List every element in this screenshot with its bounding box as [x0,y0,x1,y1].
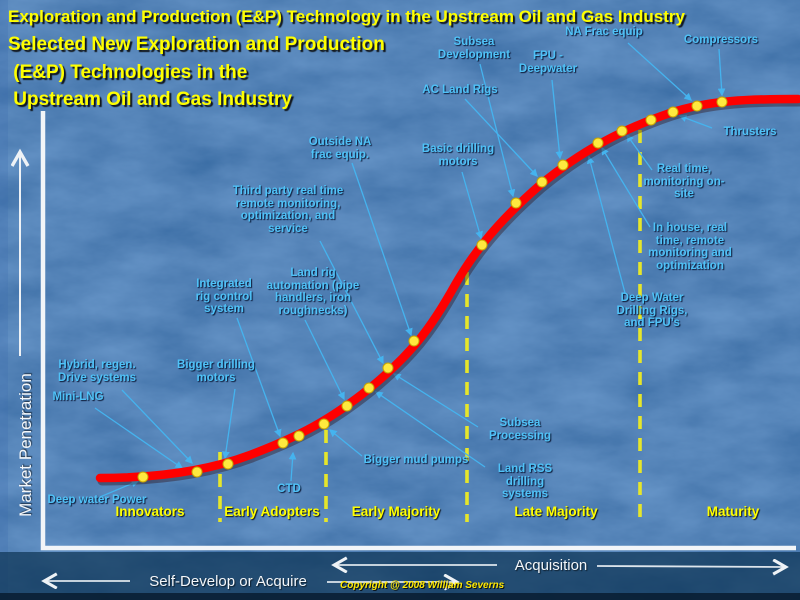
slide-subtitle: Selected New Exploration and Production … [8,34,385,110]
curve-point [222,458,234,470]
stage-maturity: Maturity [706,504,760,519]
curve-point [191,466,203,478]
curve-point [645,114,657,126]
stage-early-majority: Early Majority [351,504,441,519]
curve-point [716,96,728,108]
annotation-arrows [94,42,726,498]
annotation-bigger-mud-pumps: Bigger mud pumps [363,454,469,466]
copyright-notice: Copyright @ 2008 William Severns [340,580,505,591]
curve-markers [137,96,728,483]
annotation-ctd: CTD [277,483,301,495]
annotation-land-rss-drilling: Land RSS drilling systems [497,463,553,501]
acquisition-right-arrow [596,566,784,567]
curve-point [341,400,353,412]
annotation-na-frac-equip: NA Frac equip [565,26,643,38]
annotation-third-party-monitoring: Third party real time remote monitoring,… [232,185,344,235]
stage-innovators: Innovators [115,504,185,519]
curve-point [293,430,305,442]
annotation-real-time-monitoring-onsite: Real time, monitoring on- site [643,163,725,201]
annotation-bigger-drilling-motors: Bigger drilling motors [177,359,255,384]
curve-point [476,239,488,251]
curve-point [382,362,394,374]
slide-title: Exploration and Production (E&P) Technol… [8,7,685,26]
annotation-thrusters: Thrusters [723,126,777,138]
curve-point [557,159,569,171]
curve-point [536,176,548,188]
curve-point [137,471,149,483]
annotation-basic-drilling-motors: Basic drilling motors [421,143,495,168]
curve-point [616,125,628,137]
annotation-subsea-development: Subsea Development [437,36,511,61]
annotation-mini-lng: Mini-LNG [52,391,104,403]
annotation-deep-water-drilling-rigs: Deep Water Drilling Rigs, and FPU’s [616,292,688,330]
annotation-in-house-monitoring: In house, real time, remote monitoring a… [648,222,732,272]
curve-point [408,335,420,347]
curve-point [667,106,679,118]
curve-point [691,100,703,112]
self-develop-or-acquire-label: Self-Develop or Acquire [149,573,307,590]
annotation-fpu-deepwater: FPU - Deepwater [518,50,578,75]
curve-point [363,382,375,394]
stage-early-adopters: Early Adopters [224,504,320,519]
axis-lines [40,111,796,551]
annotation-integrated-rig-control: Integrated rig control system [195,278,253,316]
curve-point [592,137,604,149]
curve-point [318,418,330,430]
annotation-outside-na-frac-equip: Outside NA frac equip. [308,136,372,161]
annotation-ac-land-rigs: AC Land Rigs [422,84,498,96]
annotation-compressors: Compressors [683,34,759,46]
annotation-hybrid-regen-drive: Hybrid, regen. Drive systems [58,359,136,384]
stage-late-majority: Late Majority [514,504,598,519]
acquisition-label: Acquisition [514,557,588,574]
annotation-land-rig-automation: Land rig automation (pipe handlers, iron… [266,267,360,317]
curve-point [510,197,522,209]
annotation-deep-water-power: Deep water Power [47,494,147,506]
annotation-subsea-processing: Subsea Processing [489,417,551,442]
curve-point [277,437,289,449]
